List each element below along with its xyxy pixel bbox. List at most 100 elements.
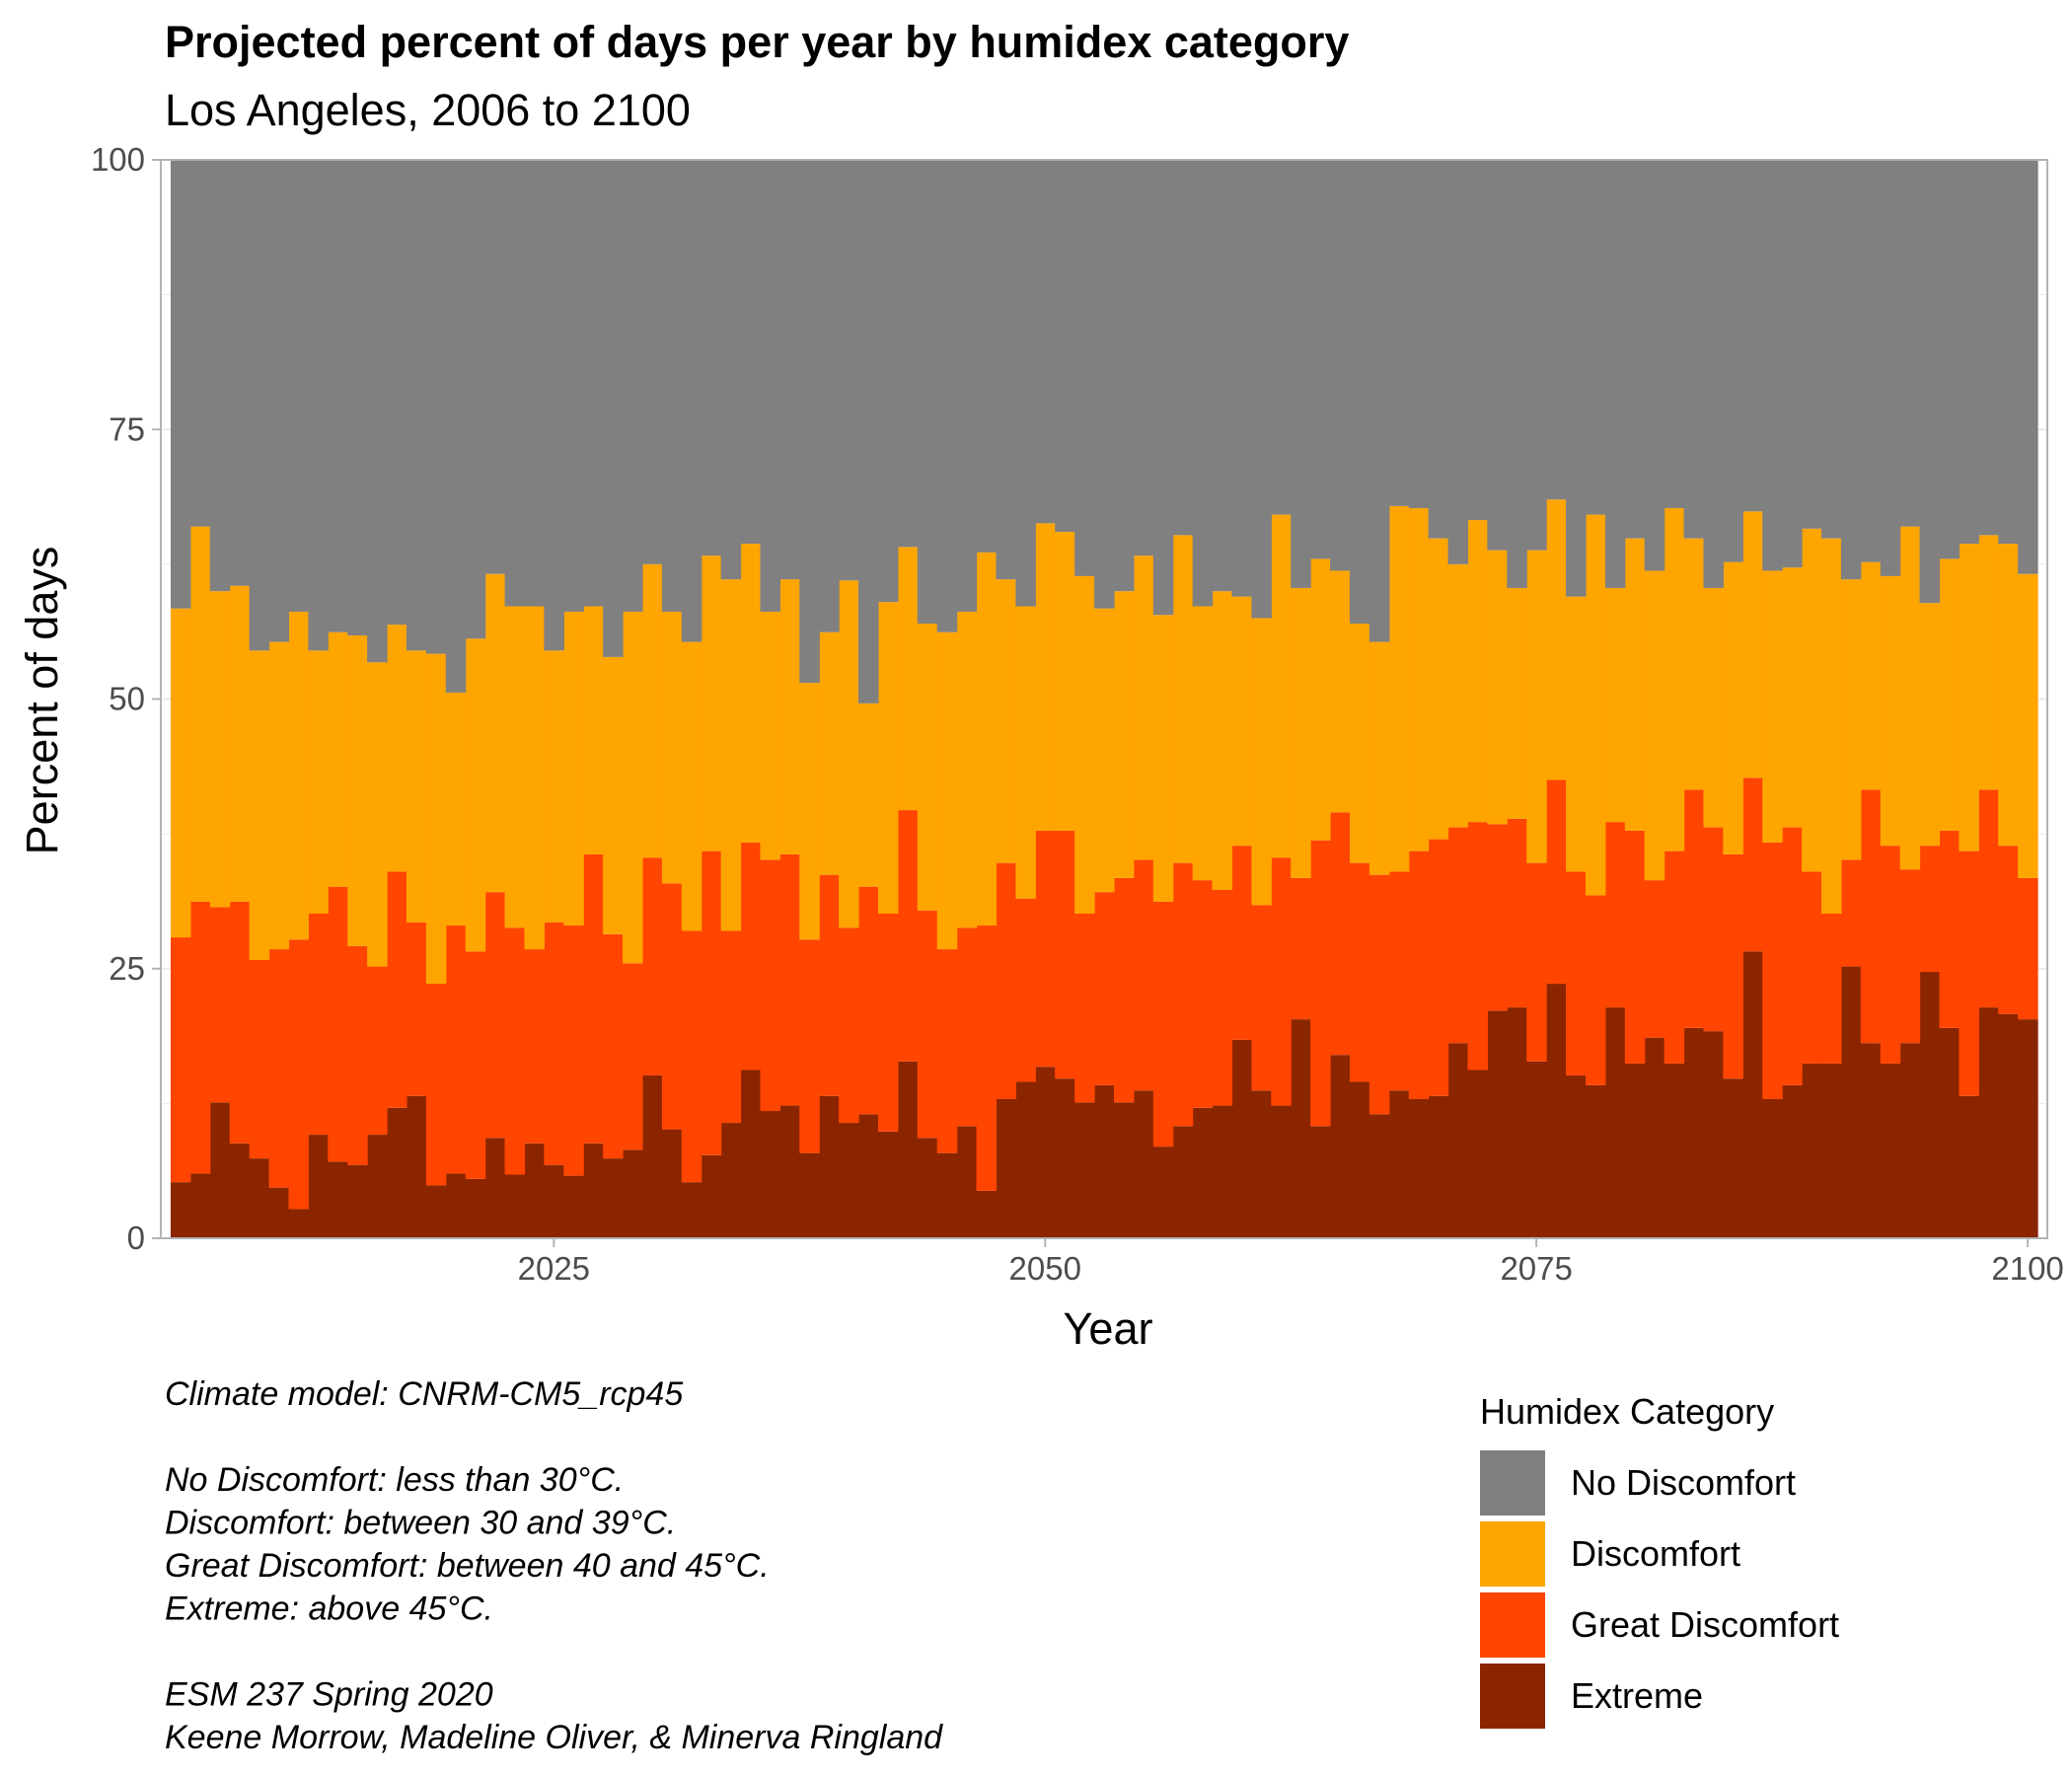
bar-discomfort bbox=[623, 611, 643, 964]
bar-extreme bbox=[1939, 1027, 1960, 1238]
bar-extreme bbox=[1133, 1090, 1154, 1238]
bar-great-discomfort bbox=[623, 963, 643, 1150]
bar-discomfort bbox=[936, 631, 958, 950]
bar-great-discomfort bbox=[1998, 846, 2019, 1014]
bar-discomfort bbox=[1919, 603, 1941, 847]
x-tick-label: 2050 bbox=[1009, 1250, 1081, 1287]
bar-no-discomfort bbox=[504, 160, 526, 607]
bar-no-discomfort bbox=[1683, 160, 1705, 539]
bar-discomfort bbox=[1291, 587, 1311, 878]
bar-discomfort bbox=[268, 641, 290, 950]
bar-no-discomfort bbox=[189, 160, 211, 527]
bar-extreme bbox=[1349, 1081, 1370, 1238]
bar-no-discomfort bbox=[1172, 160, 1194, 536]
y-tick-label: 100 bbox=[91, 141, 145, 178]
bar-no-discomfort bbox=[1428, 160, 1449, 539]
bar-no-discomfort bbox=[760, 160, 780, 612]
bar-discomfort bbox=[1094, 608, 1115, 893]
bar-no-discomfort bbox=[1369, 160, 1390, 642]
bar-extreme bbox=[1408, 1099, 1430, 1238]
bar-great-discomfort bbox=[425, 984, 447, 1186]
bar-discomfort bbox=[681, 641, 703, 931]
bar-discomfort bbox=[1330, 570, 1351, 813]
bar-no-discomfort bbox=[445, 160, 467, 693]
bar-no-discomfort bbox=[623, 160, 643, 612]
bar-extreme bbox=[996, 1099, 1016, 1238]
bar-great-discomfort bbox=[465, 951, 486, 1179]
bar-discomfort bbox=[189, 526, 211, 902]
bar-great-discomfort bbox=[603, 933, 624, 1159]
bar-discomfort bbox=[1035, 523, 1056, 831]
bar-great-discomfort bbox=[1388, 871, 1410, 1091]
bar-no-discomfort bbox=[1015, 160, 1036, 607]
legend-label-extreme: Extreme bbox=[1571, 1675, 1703, 1716]
caption-line: Keene Morrow, Madeline Oliver, & Minerva… bbox=[165, 1719, 943, 1756]
bar-discomfort bbox=[720, 579, 742, 931]
bar-extreme bbox=[1998, 1013, 2019, 1238]
bar-extreme bbox=[1094, 1084, 1115, 1238]
bar-discomfort bbox=[1231, 596, 1252, 847]
bar-discomfort bbox=[249, 650, 270, 961]
bar-discomfort bbox=[504, 606, 526, 928]
bar-discomfort bbox=[897, 547, 919, 811]
bar-extreme bbox=[1899, 1043, 1921, 1238]
bar-extreme bbox=[661, 1129, 683, 1238]
bar-no-discomfort bbox=[661, 160, 683, 612]
bar-extreme bbox=[623, 1149, 643, 1238]
bar-extreme bbox=[1113, 1102, 1135, 1238]
bar-extreme bbox=[1959, 1095, 1979, 1238]
bar-discomfort bbox=[1624, 538, 1646, 831]
bar-discomfort bbox=[347, 635, 368, 946]
bar-no-discomfort bbox=[1152, 160, 1174, 616]
bar-extreme bbox=[1820, 1063, 1842, 1238]
bar-discomfort bbox=[1152, 615, 1174, 902]
bar-no-discomfort bbox=[641, 160, 663, 564]
bar-great-discomfort bbox=[976, 925, 998, 1191]
bar-great-discomfort bbox=[1723, 853, 1743, 1079]
bar-no-discomfort bbox=[1820, 160, 1842, 539]
bar-discomfort bbox=[956, 611, 978, 928]
bar-discomfort bbox=[1604, 587, 1626, 823]
bar-extreme bbox=[819, 1095, 840, 1238]
bar-extreme bbox=[1683, 1027, 1705, 1238]
bar-great-discomfort bbox=[1644, 880, 1665, 1038]
bar-no-discomfort bbox=[1467, 160, 1488, 521]
bar-no-discomfort bbox=[229, 160, 251, 586]
bar-discomfort bbox=[1133, 555, 1154, 860]
bar-discomfort bbox=[996, 579, 1016, 863]
bar-no-discomfort bbox=[1133, 160, 1154, 556]
bar-great-discomfort bbox=[387, 871, 407, 1108]
bar-great-discomfort bbox=[1703, 827, 1724, 1032]
bar-extreme bbox=[603, 1158, 624, 1238]
bar-no-discomfort bbox=[544, 160, 564, 651]
bar-extreme bbox=[1271, 1105, 1292, 1238]
bar-extreme bbox=[1447, 1043, 1469, 1238]
bar-discomfort bbox=[406, 650, 427, 923]
bar-no-discomfort bbox=[1840, 160, 1862, 580]
bar-discomfort bbox=[1820, 538, 1842, 915]
bar-discomfort bbox=[1251, 618, 1272, 906]
bar-no-discomfort bbox=[1074, 160, 1095, 576]
bar-great-discomfort bbox=[1939, 830, 1960, 1028]
legend: Humidex Category No Discomfort Discomfort… bbox=[1480, 1391, 1839, 1729]
bar-extreme bbox=[465, 1178, 486, 1238]
bar-extreme bbox=[1388, 1090, 1410, 1238]
bar-no-discomfort bbox=[1998, 160, 2019, 545]
bar-great-discomfort bbox=[524, 949, 545, 1144]
bar-discomfort bbox=[1172, 535, 1194, 863]
y-axis: 0 25 50 75 100 bbox=[91, 141, 161, 1256]
bar-discomfort bbox=[779, 579, 800, 854]
bar-discomfort bbox=[1683, 538, 1705, 790]
bar-discomfort bbox=[484, 573, 506, 893]
bar-no-discomfort bbox=[1624, 160, 1646, 539]
bar-great-discomfort bbox=[189, 901, 211, 1174]
bar-discomfort bbox=[877, 602, 899, 915]
bar-discomfort bbox=[603, 656, 624, 934]
bar-extreme bbox=[209, 1102, 231, 1238]
bar-great-discomfort bbox=[858, 886, 879, 1115]
bar-no-discomfort bbox=[1291, 160, 1311, 588]
legend-title: Humidex Category bbox=[1480, 1391, 1774, 1432]
bar-no-discomfort bbox=[996, 160, 1016, 580]
bar-discomfort bbox=[544, 650, 564, 923]
bar-great-discomfort bbox=[1035, 830, 1056, 1068]
